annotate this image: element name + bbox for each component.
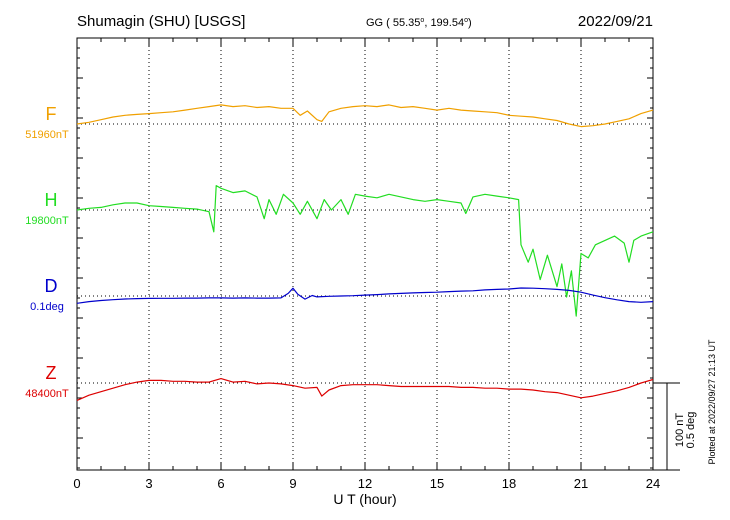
series-baseline-F: 51960nT [25,129,69,141]
series-baseline-H: 19800nT [25,215,69,227]
coordinates-label: GG ( 55.35o, 199.54o) [366,17,472,29]
x-axis-label: U T (hour) [333,491,396,507]
plotted-timestamp: Plotted at 2022/09/27 21:13 UT [707,339,717,465]
deg-sup-1: o [420,17,424,24]
date-label: 2022/09/21 [578,13,653,30]
scale-bar-nt: 100 nT [674,413,686,448]
scale-bar-deg: 0.5 deg [685,412,697,449]
series-group [76,104,654,401]
coords-sep: , 199.54 [424,17,464,29]
xtick-label-15: 15 [430,476,444,491]
axis-ticks: 0 3 6 9 12 15 18 21 24 [73,37,660,491]
station-title: Shumagin (SHU) [USGS] [77,13,245,30]
series-line-F [76,104,654,128]
coords-suffix: ) [468,17,472,29]
coords-prefix: GG ( 55.35 [366,17,420,29]
xtick-label-21: 21 [574,476,588,491]
series-line-Z [76,378,654,401]
series-name-H: H [45,190,58,210]
deg-sup-2: o [464,17,468,24]
xtick-label-3: 3 [145,476,152,491]
series-baseline-Z: 48400nT [25,388,69,400]
series-baseline-D: 0.1deg [30,301,64,313]
series-line-H [76,185,654,317]
xtick-label-0: 0 [73,476,80,491]
series-name-D: D [45,276,58,296]
series-line-D [76,287,654,304]
xtick-label-9: 9 [289,476,296,491]
grid-lines [77,38,653,470]
series-labels: F 51960nT H 19800nT D 0.1deg Z 48400nT [25,104,69,400]
series-name-F: F [46,104,57,124]
xtick-label-12: 12 [358,476,372,491]
series-name-Z: Z [46,363,57,383]
xtick-label-24: 24 [646,476,660,491]
xtick-label-18: 18 [502,476,516,491]
xtick-label-6: 6 [217,476,224,491]
